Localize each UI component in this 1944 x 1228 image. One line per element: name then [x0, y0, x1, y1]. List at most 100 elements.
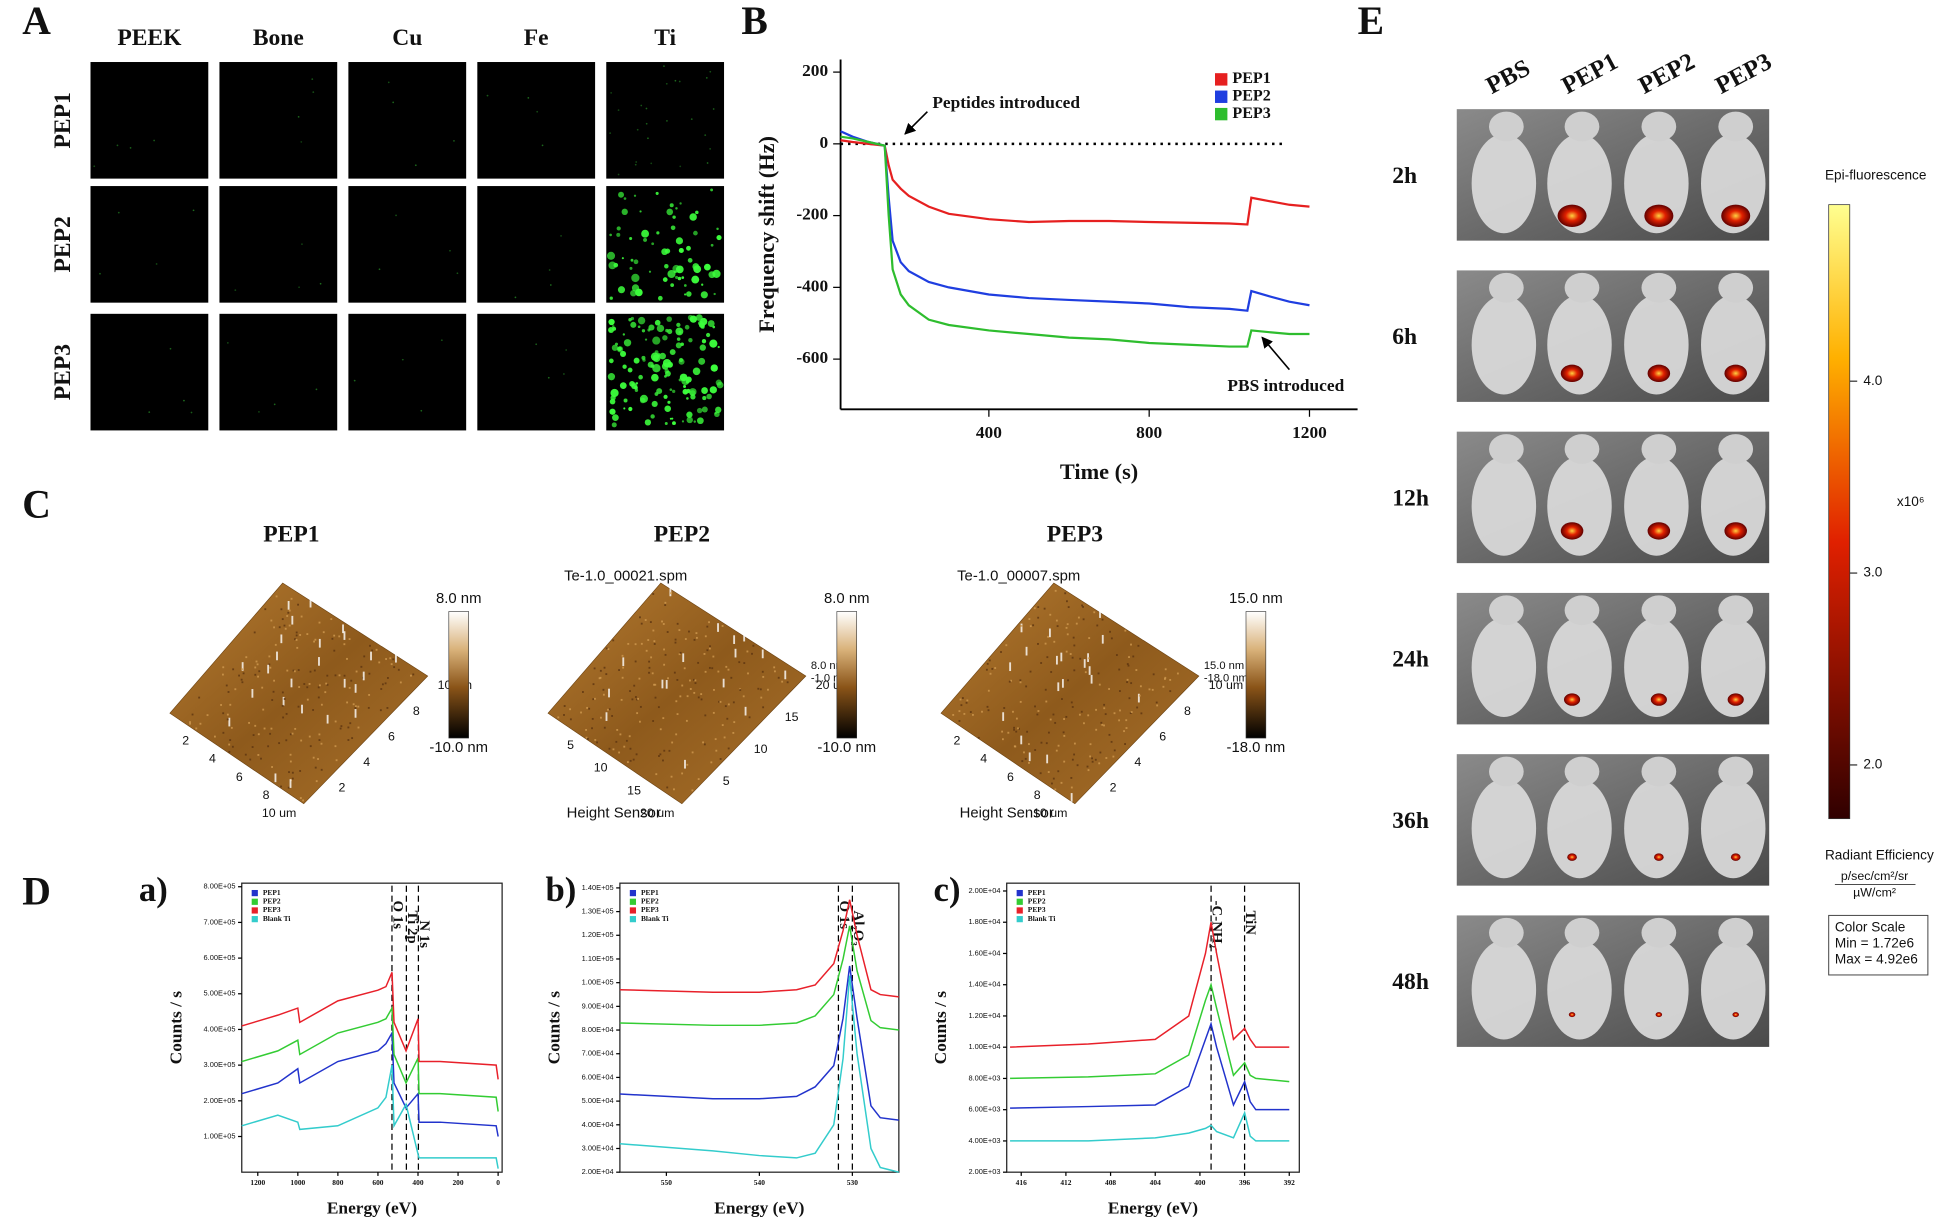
afm-texture — [257, 754, 260, 756]
afm-texture — [678, 653, 681, 656]
y-tick-label: 1.80E+04 — [968, 917, 1000, 926]
afm-texture — [1015, 717, 1018, 720]
fluorescence-speck — [701, 283, 704, 286]
afm-texture — [242, 672, 245, 675]
afm-texture — [251, 689, 254, 698]
afm-texture — [1138, 694, 1141, 697]
mouse-body — [1547, 617, 1612, 717]
afm-texture — [693, 691, 696, 694]
afm-texture — [1020, 623, 1023, 633]
afm-texture — [1108, 733, 1111, 736]
mouse-body — [1547, 940, 1612, 1040]
afm-texture — [1045, 700, 1048, 703]
afm-texture — [1044, 642, 1047, 645]
y-tick-label: 0 — [819, 133, 828, 152]
mouse-body — [1471, 617, 1537, 717]
fluorescence-speck — [709, 386, 717, 394]
row-header: 2h — [1392, 163, 1417, 189]
mouse-head — [1641, 595, 1677, 626]
fluorescence-speck — [712, 325, 716, 329]
afm-texture — [1054, 788, 1057, 791]
afm-texture — [248, 721, 250, 724]
fluorescence-speck — [701, 387, 708, 394]
fluorescence-speck — [716, 235, 722, 241]
afm-texture — [732, 731, 735, 734]
mouse-body — [1471, 456, 1537, 556]
fluorescence-speck — [621, 257, 624, 260]
legend-swatch — [1215, 107, 1228, 121]
fluorescence-speck — [440, 339, 443, 342]
fluorescence-speck — [672, 421, 676, 426]
fluorescence-speck — [669, 388, 673, 391]
afm-texture — [697, 696, 700, 699]
afm-texture — [286, 669, 289, 672]
fluorescence-speck — [715, 379, 722, 386]
fluorescence-speck — [666, 316, 673, 322]
y-tick-label: 1.20E+05 — [582, 930, 614, 939]
fluorescence-speck — [514, 296, 517, 299]
afm-texture — [742, 695, 745, 698]
afm-texture — [322, 631, 325, 634]
afm-texture — [318, 621, 321, 624]
fluorescence-speck — [712, 108, 715, 110]
x-tick-label: 1200 — [1292, 423, 1327, 442]
afm-texture — [290, 597, 293, 600]
afm-texture — [1108, 688, 1111, 690]
panel-label: a) — [139, 870, 168, 909]
afm-texture — [1025, 685, 1028, 688]
afm-texture — [1020, 624, 1023, 627]
legend-label: PEP1 — [641, 888, 659, 897]
mouse-head — [1564, 272, 1600, 303]
x-tick-label: 800 — [332, 1178, 343, 1187]
afm-texture — [1136, 706, 1139, 709]
colorbar-max: 15.0 nm — [1229, 591, 1283, 607]
afm-texture — [1066, 623, 1069, 626]
afm-texture — [1003, 707, 1006, 709]
axis-label: 10 um — [262, 806, 296, 820]
legend-label: Blank Ti — [263, 914, 291, 923]
colorbar-tick-label: 3.0 — [1863, 565, 1882, 580]
fluorescence-speck — [659, 352, 666, 360]
afm-texture — [1130, 682, 1133, 685]
mouse-head — [1564, 756, 1600, 787]
afm-colorbar — [836, 611, 858, 739]
afm-texture — [381, 683, 384, 686]
x-tick-label: 540 — [754, 1178, 765, 1187]
afm-texture — [1071, 706, 1074, 708]
fluorescence-speck — [608, 358, 614, 364]
afm-texture — [987, 689, 990, 692]
afm-texture — [285, 739, 288, 742]
axis-label: 10 — [754, 742, 768, 756]
afm-texture — [1046, 754, 1049, 764]
afm-texture — [314, 766, 317, 769]
x-tick-label: 1200 — [250, 1178, 265, 1187]
y-tick-label: 200 — [802, 61, 828, 80]
afm-texture — [263, 727, 266, 730]
afm-texture — [621, 676, 624, 679]
afm-texture — [676, 622, 679, 625]
fluorescence-speck — [650, 364, 655, 369]
afm-texture — [1034, 749, 1037, 751]
fluorescence-speck — [635, 288, 643, 297]
afm-texture — [270, 619, 273, 622]
fluorescence-speck — [155, 263, 158, 265]
afm-texture — [1100, 721, 1103, 724]
fluorescence-speck — [705, 76, 708, 79]
x-tick-label: 404 — [1150, 1178, 1161, 1187]
fluorescence-speck — [623, 197, 627, 200]
afm-texture — [1034, 705, 1036, 708]
fluorescence-image — [477, 62, 596, 179]
fluorescence-speck — [690, 118, 693, 121]
afm-texture — [384, 682, 387, 685]
afm-texture — [667, 677, 669, 680]
fluorescence-speck — [652, 354, 661, 363]
afm-texture — [1118, 719, 1121, 722]
afm-texture — [346, 657, 348, 660]
legend-label: PEP1 — [1232, 70, 1270, 87]
afm-texture — [1097, 672, 1100, 675]
fluorescence-speck — [609, 233, 612, 237]
afm-texture — [1101, 634, 1104, 644]
afm-texture — [292, 669, 295, 672]
fluorescence-speck — [645, 107, 648, 110]
afm-texture — [743, 662, 746, 664]
